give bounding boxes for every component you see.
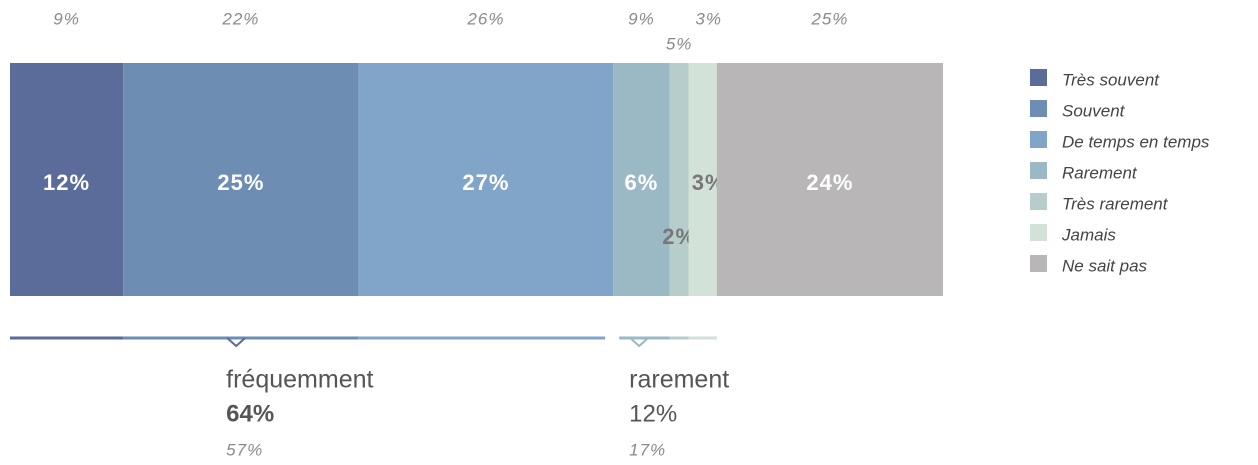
previous-label: 3%	[695, 9, 722, 28]
bar-segment	[669, 63, 689, 296]
legend-label: Jamais	[1061, 225, 1116, 244]
bracket-notch	[629, 337, 649, 348]
group-label: rarement	[629, 366, 729, 394]
group-value: 64%	[226, 400, 274, 427]
legend-label: De temps en temps	[1062, 132, 1210, 151]
group-value: 12%	[629, 400, 677, 427]
bar-segment	[123, 63, 359, 296]
bar-segment	[10, 63, 124, 296]
legend-swatch	[1030, 224, 1047, 241]
current-label: 27%	[462, 170, 509, 195]
legend-swatch	[1030, 131, 1047, 148]
legend-swatch	[1030, 100, 1047, 117]
bracket-notch	[226, 337, 246, 348]
previous-label: 9%	[53, 9, 80, 28]
legend-swatch	[1030, 193, 1047, 210]
legend-swatch	[1030, 69, 1047, 86]
legend-swatch	[1030, 255, 1047, 272]
previous-label: 9%	[628, 9, 655, 28]
group-previous: 17%	[629, 440, 666, 459]
bar-segment	[613, 63, 670, 296]
previous-label: 26%	[466, 9, 504, 28]
bar-segment	[358, 63, 614, 296]
bar-segment	[688, 63, 717, 296]
legend-label: Très rarement	[1062, 194, 1169, 213]
legend-label: Rarement	[1062, 163, 1138, 182]
bar-segment	[716, 63, 943, 296]
previous-label: 22%	[221, 9, 259, 28]
legend-swatch	[1030, 162, 1047, 179]
group-label: fréquemment	[226, 366, 373, 394]
legend-label: Ne sait pas	[1062, 256, 1148, 275]
legend-label: Très souvent	[1062, 70, 1160, 89]
current-label: 25%	[217, 170, 264, 195]
current-label: 12%	[43, 170, 90, 195]
current-label: 24%	[806, 170, 853, 195]
legend-label: Souvent	[1062, 101, 1126, 120]
group-previous: 57%	[226, 440, 263, 459]
previous-label: 5%	[666, 34, 693, 53]
current-label: 6%	[625, 170, 659, 195]
previous-label: 25%	[810, 9, 848, 28]
